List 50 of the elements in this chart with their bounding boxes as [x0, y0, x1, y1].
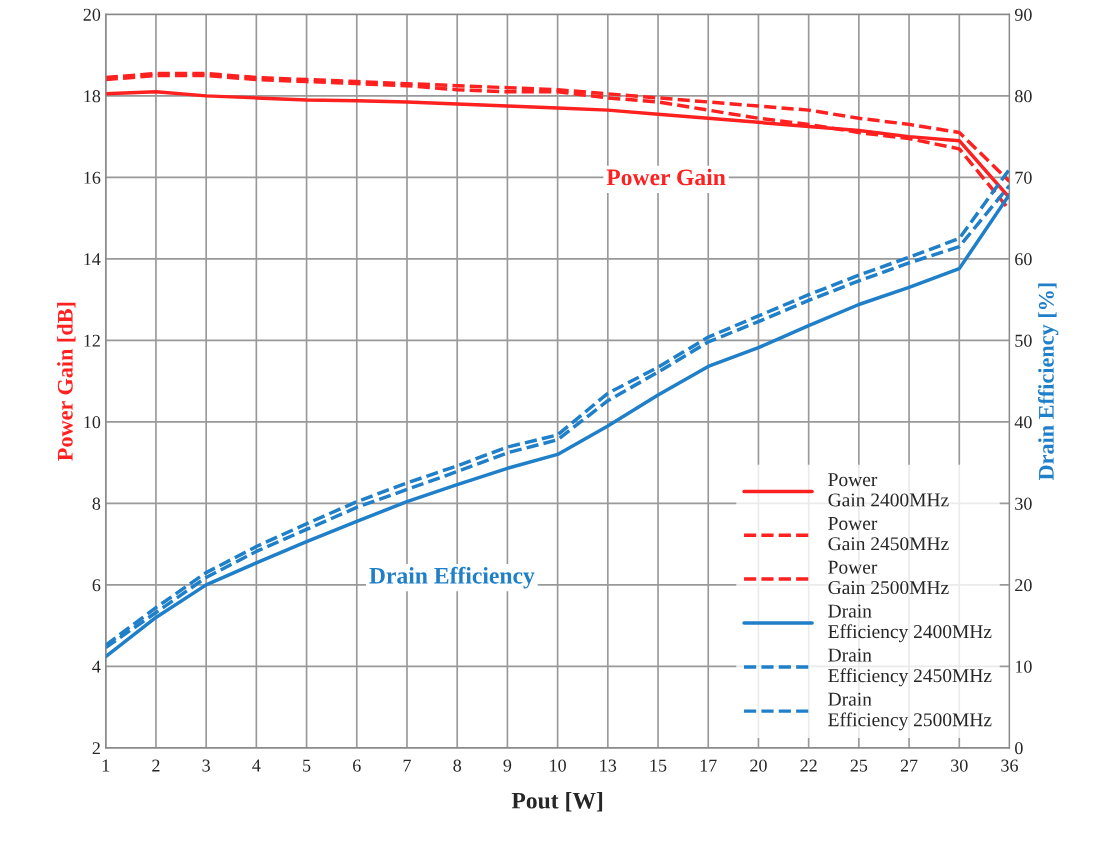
y2-tick-label: 20	[1015, 579, 1032, 592]
x-tick-label: 22	[800, 759, 817, 772]
legend-label: Power Gain 2400MHz	[828, 473, 949, 507]
x-tick-label: 2	[152, 759, 160, 772]
x-tick-label: 15	[650, 759, 667, 772]
y2-tick-label: 80	[1015, 90, 1032, 103]
y-axis-title: Power Gain [dB]	[57, 302, 76, 461]
x-tick-label: 25	[850, 759, 868, 772]
legend-label: Drain Efficiency 2450MHz	[828, 648, 992, 687]
x-tick-label: 7	[403, 759, 411, 772]
x-tick-label: 20	[750, 759, 767, 772]
x-tick-label: 5	[303, 759, 311, 772]
annotation: Power Gain	[606, 168, 726, 186]
y-tick-label: 14	[84, 253, 101, 266]
y-tick-label: 8	[92, 497, 101, 510]
x-tick-label: 6	[353, 759, 361, 772]
x-tick-label: 9	[503, 759, 512, 772]
y-tick-label: 6	[92, 579, 101, 592]
y-tick-label: 18	[84, 90, 101, 103]
y-tick-label: 4	[92, 660, 101, 673]
x-tick-label: 13	[600, 759, 617, 772]
y2-tick-label: 0	[1015, 742, 1023, 755]
x-tick-label: 10	[550, 759, 566, 772]
x-tick-label: 3	[202, 759, 210, 772]
x-tick-label: 4	[252, 759, 261, 772]
y-tick-label: 16	[84, 171, 101, 184]
y2-tick-label: 50	[1015, 334, 1032, 347]
legend-label: Power Gain 2500MHz	[828, 560, 949, 595]
legend-label: Drain Efficiency 2500MHz	[828, 692, 992, 731]
x-tick-label: 36	[1001, 759, 1018, 772]
x-tick-label: 27	[900, 759, 918, 772]
x-tick-label: 17	[700, 759, 717, 772]
annotation: Drain Efficiency	[369, 566, 535, 589]
y-tick-label: 12	[84, 334, 100, 347]
y2-tick-label: 30	[1015, 497, 1032, 510]
legend-label: Drain Efficiency 2400MHz	[828, 604, 992, 643]
y2-tick-label: 40	[1014, 416, 1032, 429]
y2-tick-label: 90	[1014, 8, 1032, 21]
y-tick-label: 10	[84, 416, 101, 429]
x-tick-label: 1	[102, 759, 110, 772]
x-tick-label: 8	[453, 759, 462, 772]
y-tick-label: 2	[92, 742, 100, 755]
x-axis-title: Pout [W]	[511, 791, 603, 812]
y2-tick-label: 70	[1015, 171, 1032, 184]
y2-tick-label: 10	[1015, 660, 1032, 673]
y2-axis-title: Drain Efficiency [%]	[1037, 283, 1059, 481]
x-tick-label: 30	[951, 759, 968, 772]
legend-label: Power Gain 2450MHz	[828, 517, 949, 551]
y-tick-label: 20	[83, 8, 101, 21]
y2-tick-label: 60	[1015, 253, 1032, 266]
